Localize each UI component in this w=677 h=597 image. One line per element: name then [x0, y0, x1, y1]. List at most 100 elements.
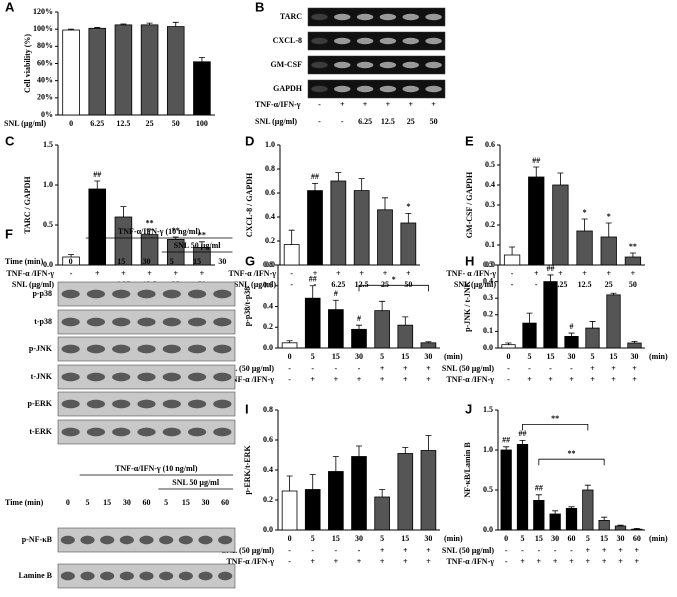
row-value: -: [537, 546, 540, 555]
row-value: +: [631, 269, 636, 278]
y-tick-label: 0.5: [43, 220, 53, 229]
blot-band: [356, 85, 374, 93]
bar: [62, 29, 80, 116]
x-tick-label: 15: [535, 534, 543, 543]
bar: [281, 490, 298, 531]
row-value: +: [611, 375, 616, 384]
y-tick-label: 40%: [37, 75, 53, 84]
row-value: +: [632, 364, 637, 373]
error-bar: [94, 180, 101, 189]
significance-label: *: [607, 212, 611, 221]
error-bar: [425, 435, 432, 451]
blot-band: [86, 372, 106, 382]
y-tick-label: 0.8: [265, 164, 275, 173]
condition-value: -: [318, 117, 321, 126]
blot-label: p-NF-κB: [22, 535, 53, 544]
y-tick-label: 0.6: [263, 281, 273, 290]
blot-band: [198, 571, 213, 581]
time-value: 30: [123, 498, 131, 507]
blot-band: [187, 289, 207, 299]
significance-label: *: [583, 208, 587, 217]
bar: [500, 449, 512, 531]
blot: [307, 7, 446, 27]
condition-value: +: [340, 100, 345, 109]
blot-band: [100, 535, 115, 545]
blot: [307, 31, 446, 51]
blot-band: [112, 289, 131, 299]
bar: [533, 499, 545, 531]
error-bar: [535, 494, 542, 501]
blot-band: [379, 85, 397, 93]
y-axis-label: p-p38/t-p38: [243, 287, 252, 327]
row-value: +: [383, 269, 388, 278]
row-value: -: [505, 546, 508, 555]
blot-band: [162, 289, 181, 299]
panel-letter: H: [465, 253, 474, 268]
x-tick-label: 15: [401, 534, 409, 543]
bar: [400, 222, 417, 266]
y-tick-label: 0.6: [485, 140, 495, 149]
row-label: SNL (μg/ml): [234, 280, 276, 289]
error-bar: [379, 489, 386, 497]
significance-label: ##: [502, 436, 510, 445]
blot-band: [112, 372, 131, 382]
blot-label: Lamine B: [18, 571, 52, 580]
row-value: -: [358, 546, 361, 555]
blot-label: CXCL-8: [273, 36, 302, 45]
blot-band: [137, 427, 156, 437]
error-bar: [547, 274, 554, 282]
y-tick-label: 0.0: [263, 343, 273, 352]
row-value: -: [549, 364, 552, 373]
y-axis-label: GM-CSF / GAPDH: [465, 171, 474, 238]
row-value: +: [611, 364, 616, 373]
bar: [374, 496, 390, 531]
x-tick-label: 0: [288, 534, 292, 543]
row-value: +: [632, 375, 637, 384]
row-value: 50: [629, 280, 637, 289]
row-value: -: [288, 375, 291, 384]
bar: [631, 528, 643, 531]
bar: [624, 256, 642, 266]
bar: [576, 230, 593, 266]
panel-letter: I: [245, 401, 249, 416]
x-tick-label: 50: [172, 119, 180, 128]
significance-label: *: [406, 202, 410, 211]
bar: [565, 507, 578, 531]
condition-value: -: [318, 100, 321, 109]
blot-band: [80, 571, 95, 581]
y-tick-label: 0.2: [263, 322, 273, 331]
row-value: +: [582, 269, 587, 278]
row-value: +: [334, 557, 339, 566]
time-value: 60: [221, 498, 229, 507]
row-value: +: [403, 557, 408, 566]
y-tick-label: 100%: [33, 24, 53, 33]
row-label: TNF-α /IFN-γ: [446, 557, 494, 566]
bar: [582, 489, 594, 531]
error-bar: [288, 229, 295, 245]
error-bar: [519, 440, 526, 445]
bar: [328, 471, 344, 531]
bar: [598, 520, 610, 531]
row-value: -: [507, 375, 510, 384]
y-tick-label: 0.8: [263, 405, 273, 414]
condition-value: -: [341, 117, 344, 126]
row-value: -: [358, 364, 361, 373]
error-bar: [332, 456, 339, 472]
blot-band: [334, 37, 351, 45]
bar: [552, 184, 569, 266]
row-value: +: [310, 375, 315, 384]
time-label: Time (min): [5, 257, 44, 266]
bar: [549, 513, 561, 531]
error-bar: [309, 285, 316, 299]
y-tick-label: 0.6: [263, 435, 273, 444]
blot-band: [112, 344, 131, 354]
x-row-label: SNL (μg/ml): [4, 119, 46, 128]
blot-band: [119, 535, 134, 545]
time-value: 5: [164, 498, 168, 507]
error-bar: [402, 316, 409, 326]
x-tick-label: 30: [355, 352, 363, 361]
row-value: -: [511, 269, 514, 278]
blot-band: [119, 571, 134, 581]
bar: [564, 335, 579, 349]
